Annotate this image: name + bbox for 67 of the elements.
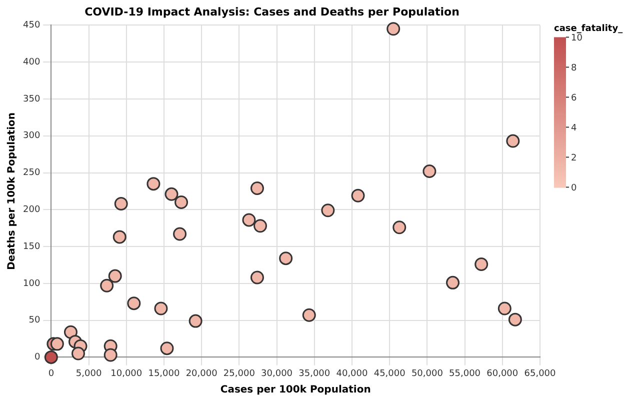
point [72,346,85,360]
point [188,314,202,328]
x-tick-label: 5,000 [76,368,102,379]
x-tick-label: 35,000 [298,368,330,379]
x-tick-label: 65,000 [524,368,556,379]
y-tick-label: 50 [28,316,40,326]
y-tick-label: 300 [22,131,40,142]
point [279,252,293,266]
y-tick-label: 150 [22,242,40,252]
x-tick-label: 30,000 [261,368,293,379]
point [100,278,114,292]
point [498,302,512,316]
point [127,296,141,310]
point [474,257,488,271]
chart-title: COVID-19 Impact Analysis: Cases and Deaths per Population [84,5,460,18]
y-tick-label: 350 [22,94,40,104]
point [386,22,400,36]
y-tick-label: 400 [22,57,40,68]
x-tick-label: 50,000 [411,368,444,379]
point [44,350,58,364]
point [108,269,122,283]
color-bar-label: 2 [571,154,577,164]
point [242,213,256,227]
point [174,196,188,210]
point [250,182,264,195]
color-bar-label: 8 [571,64,577,74]
x-tick-label: 40,000 [336,368,368,379]
y-tick-label: 450 [22,20,40,31]
point [114,196,128,210]
point [506,134,520,148]
point [446,276,460,290]
point [422,164,436,178]
point [64,325,78,339]
point [173,227,187,241]
x-tick-label: 55,000 [449,368,481,379]
y-tick-label: 250 [22,168,40,178]
point [392,220,406,234]
point [154,302,168,316]
x-tick-label: 10,000 [110,368,142,379]
x-tick-label: 0 [48,368,54,379]
color-bar-label: 0 [571,184,577,194]
y-tick-label: 100 [22,278,40,289]
color-bar-label: 6 [571,94,577,104]
color-bar-title: case_fatality_ [554,24,624,34]
x-tick-label: 60,000 [486,368,518,379]
y-tick-label: 0 [34,352,40,363]
point [146,177,160,191]
point [164,187,178,201]
point [160,342,174,356]
color-bar-label: 10 [571,34,583,44]
color-bar-label: 4 [571,124,577,134]
y-tick-label: 200 [22,204,40,215]
x-tick-label: 25,000 [223,368,256,379]
point [50,337,64,351]
x-tick-label: 20,000 [186,368,218,379]
point [321,204,335,218]
x-tick-label: 45,000 [374,368,406,379]
y-axis-title: Deaths per 100k Population [6,112,18,270]
point [253,219,267,233]
x-tick-label: 15,000 [148,368,180,379]
point [112,230,126,244]
x-axis-title: Cases per 100k Population [220,384,371,396]
point [508,312,522,326]
point [351,188,365,202]
point [250,270,264,284]
point [302,308,316,322]
point [104,348,118,362]
